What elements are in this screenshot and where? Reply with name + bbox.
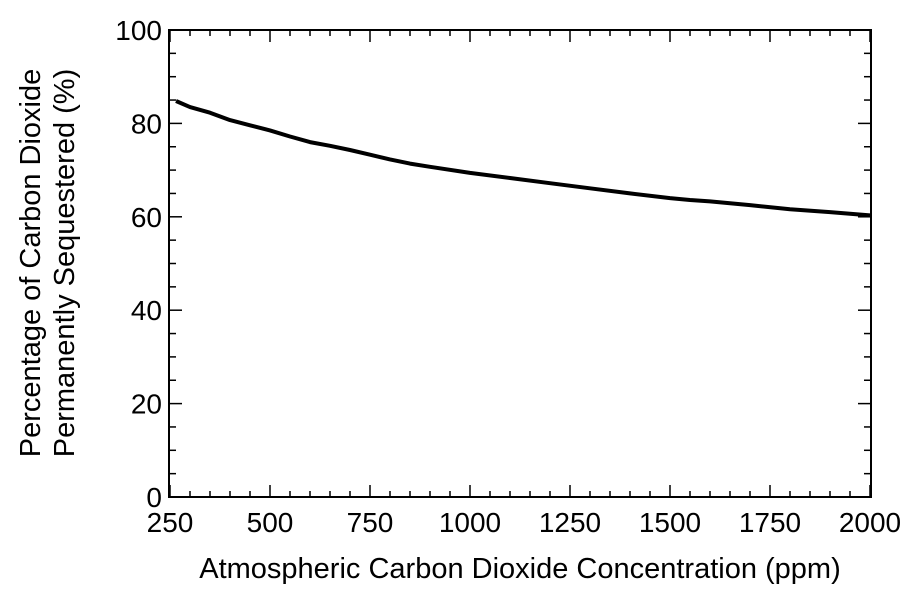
x-tick-label: 2000 bbox=[839, 507, 901, 538]
y-axis-title-line-2: Permanently Sequestered (%) bbox=[49, 69, 81, 457]
x-tick-label: 1750 bbox=[739, 507, 801, 538]
y-tick-label: 60 bbox=[131, 202, 162, 233]
x-tick-label: 750 bbox=[347, 507, 394, 538]
ticks bbox=[169, 29, 871, 498]
x-tick-label: 1250 bbox=[539, 507, 601, 538]
y-tick-label: 100 bbox=[115, 15, 162, 46]
y-tick-label: 80 bbox=[131, 108, 162, 139]
x-axis-title: Atmospheric Carbon Dioxide Concentration… bbox=[199, 553, 841, 585]
y-tick-labels: 0 20 40 60 80 100 bbox=[115, 15, 162, 513]
x-tick-label: 500 bbox=[247, 507, 294, 538]
data-line bbox=[175, 99, 871, 218]
y-tick-label: 20 bbox=[131, 389, 162, 420]
x-tick-label: 1000 bbox=[439, 507, 501, 538]
x-tick-label: 1500 bbox=[639, 507, 701, 538]
x-tick-label: 250 bbox=[147, 507, 194, 538]
x-tick-labels: 250 500 750 1000 1250 1500 1750 2000 bbox=[147, 507, 902, 538]
y-axis-title-line-1: Percentage of Carbon Dioxide bbox=[15, 69, 47, 458]
y-tick-label: 0 bbox=[146, 482, 162, 513]
y-tick-label: 40 bbox=[131, 295, 162, 326]
plot-frame bbox=[168, 29, 872, 498]
